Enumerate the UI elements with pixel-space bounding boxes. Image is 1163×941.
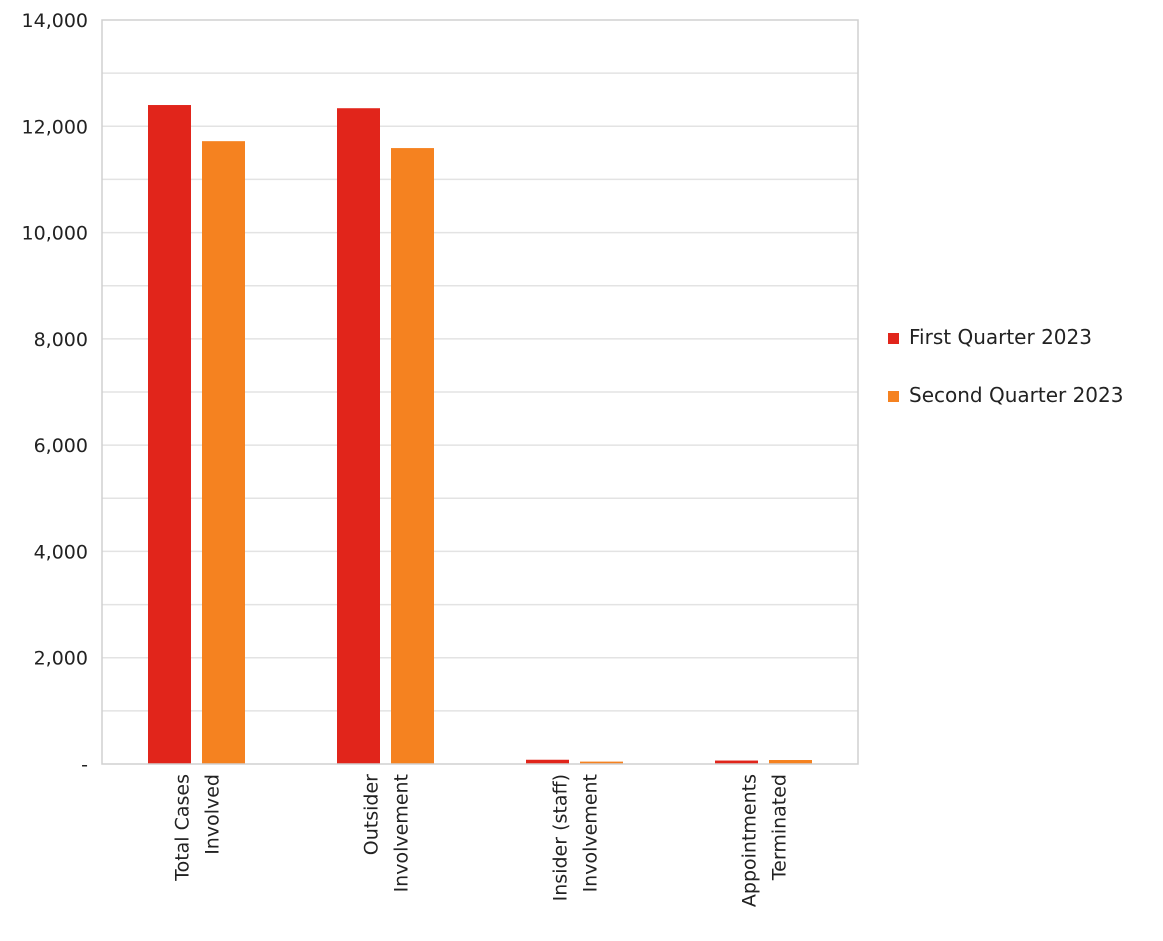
- bar-q2-0: [202, 141, 245, 764]
- bar-q1-0: [148, 105, 191, 765]
- category-label-line: Involvement: [391, 774, 413, 892]
- category-label: Appointments Terminated: [739, 774, 791, 907]
- legend-swatch-q1: [888, 333, 899, 344]
- category-label-line: Involvement: [580, 774, 602, 892]
- y-tick-label: 8,000: [34, 329, 88, 351]
- bar-q1-2: [526, 759, 569, 764]
- category-label: Insider (staff) Involvement: [550, 774, 602, 901]
- category-label-line: Involved: [202, 774, 224, 855]
- category-label-line: Total Cases: [172, 774, 194, 882]
- legend-swatch-q2: [888, 391, 899, 402]
- legend-label-q2: Second Quarter 2023: [909, 383, 1124, 407]
- category-label-line: Outsider: [361, 774, 383, 855]
- bar-q1-1: [337, 108, 380, 764]
- y-tick-label: 12,000: [22, 116, 88, 138]
- y-tick-label: 4,000: [34, 541, 88, 563]
- y-tick-label: 10,000: [22, 223, 88, 245]
- bar-q2-2: [580, 761, 623, 764]
- y-tick-label: 14,000: [22, 10, 88, 32]
- category-label-line: Insider (staff): [550, 774, 572, 901]
- category-label-line: Appointments: [739, 774, 761, 907]
- bars: [148, 105, 812, 765]
- category-label-line: Terminated: [769, 774, 791, 881]
- y-axis-ticks: - 2,000 4,000 6,000 8,000 10,000 12,000 14,000: [22, 10, 88, 776]
- category-label: Total Cases Involved: [172, 774, 224, 882]
- bar-q2-1: [391, 148, 434, 764]
- category-label: Outsider Involvement: [361, 774, 413, 893]
- category-labels: Total Cases Involved Outsider Involvement In…: [172, 774, 791, 907]
- y-tick-label: 2,000: [34, 648, 88, 670]
- bar-q2-3: [769, 760, 812, 764]
- legend-label-q1: First Quarter 2023: [909, 325, 1092, 349]
- y-tick-label: -: [81, 754, 88, 776]
- plot-frame: [101, 19, 859, 765]
- bar-q1-3: [715, 760, 758, 764]
- y-tick-label: 6,000: [34, 435, 88, 457]
